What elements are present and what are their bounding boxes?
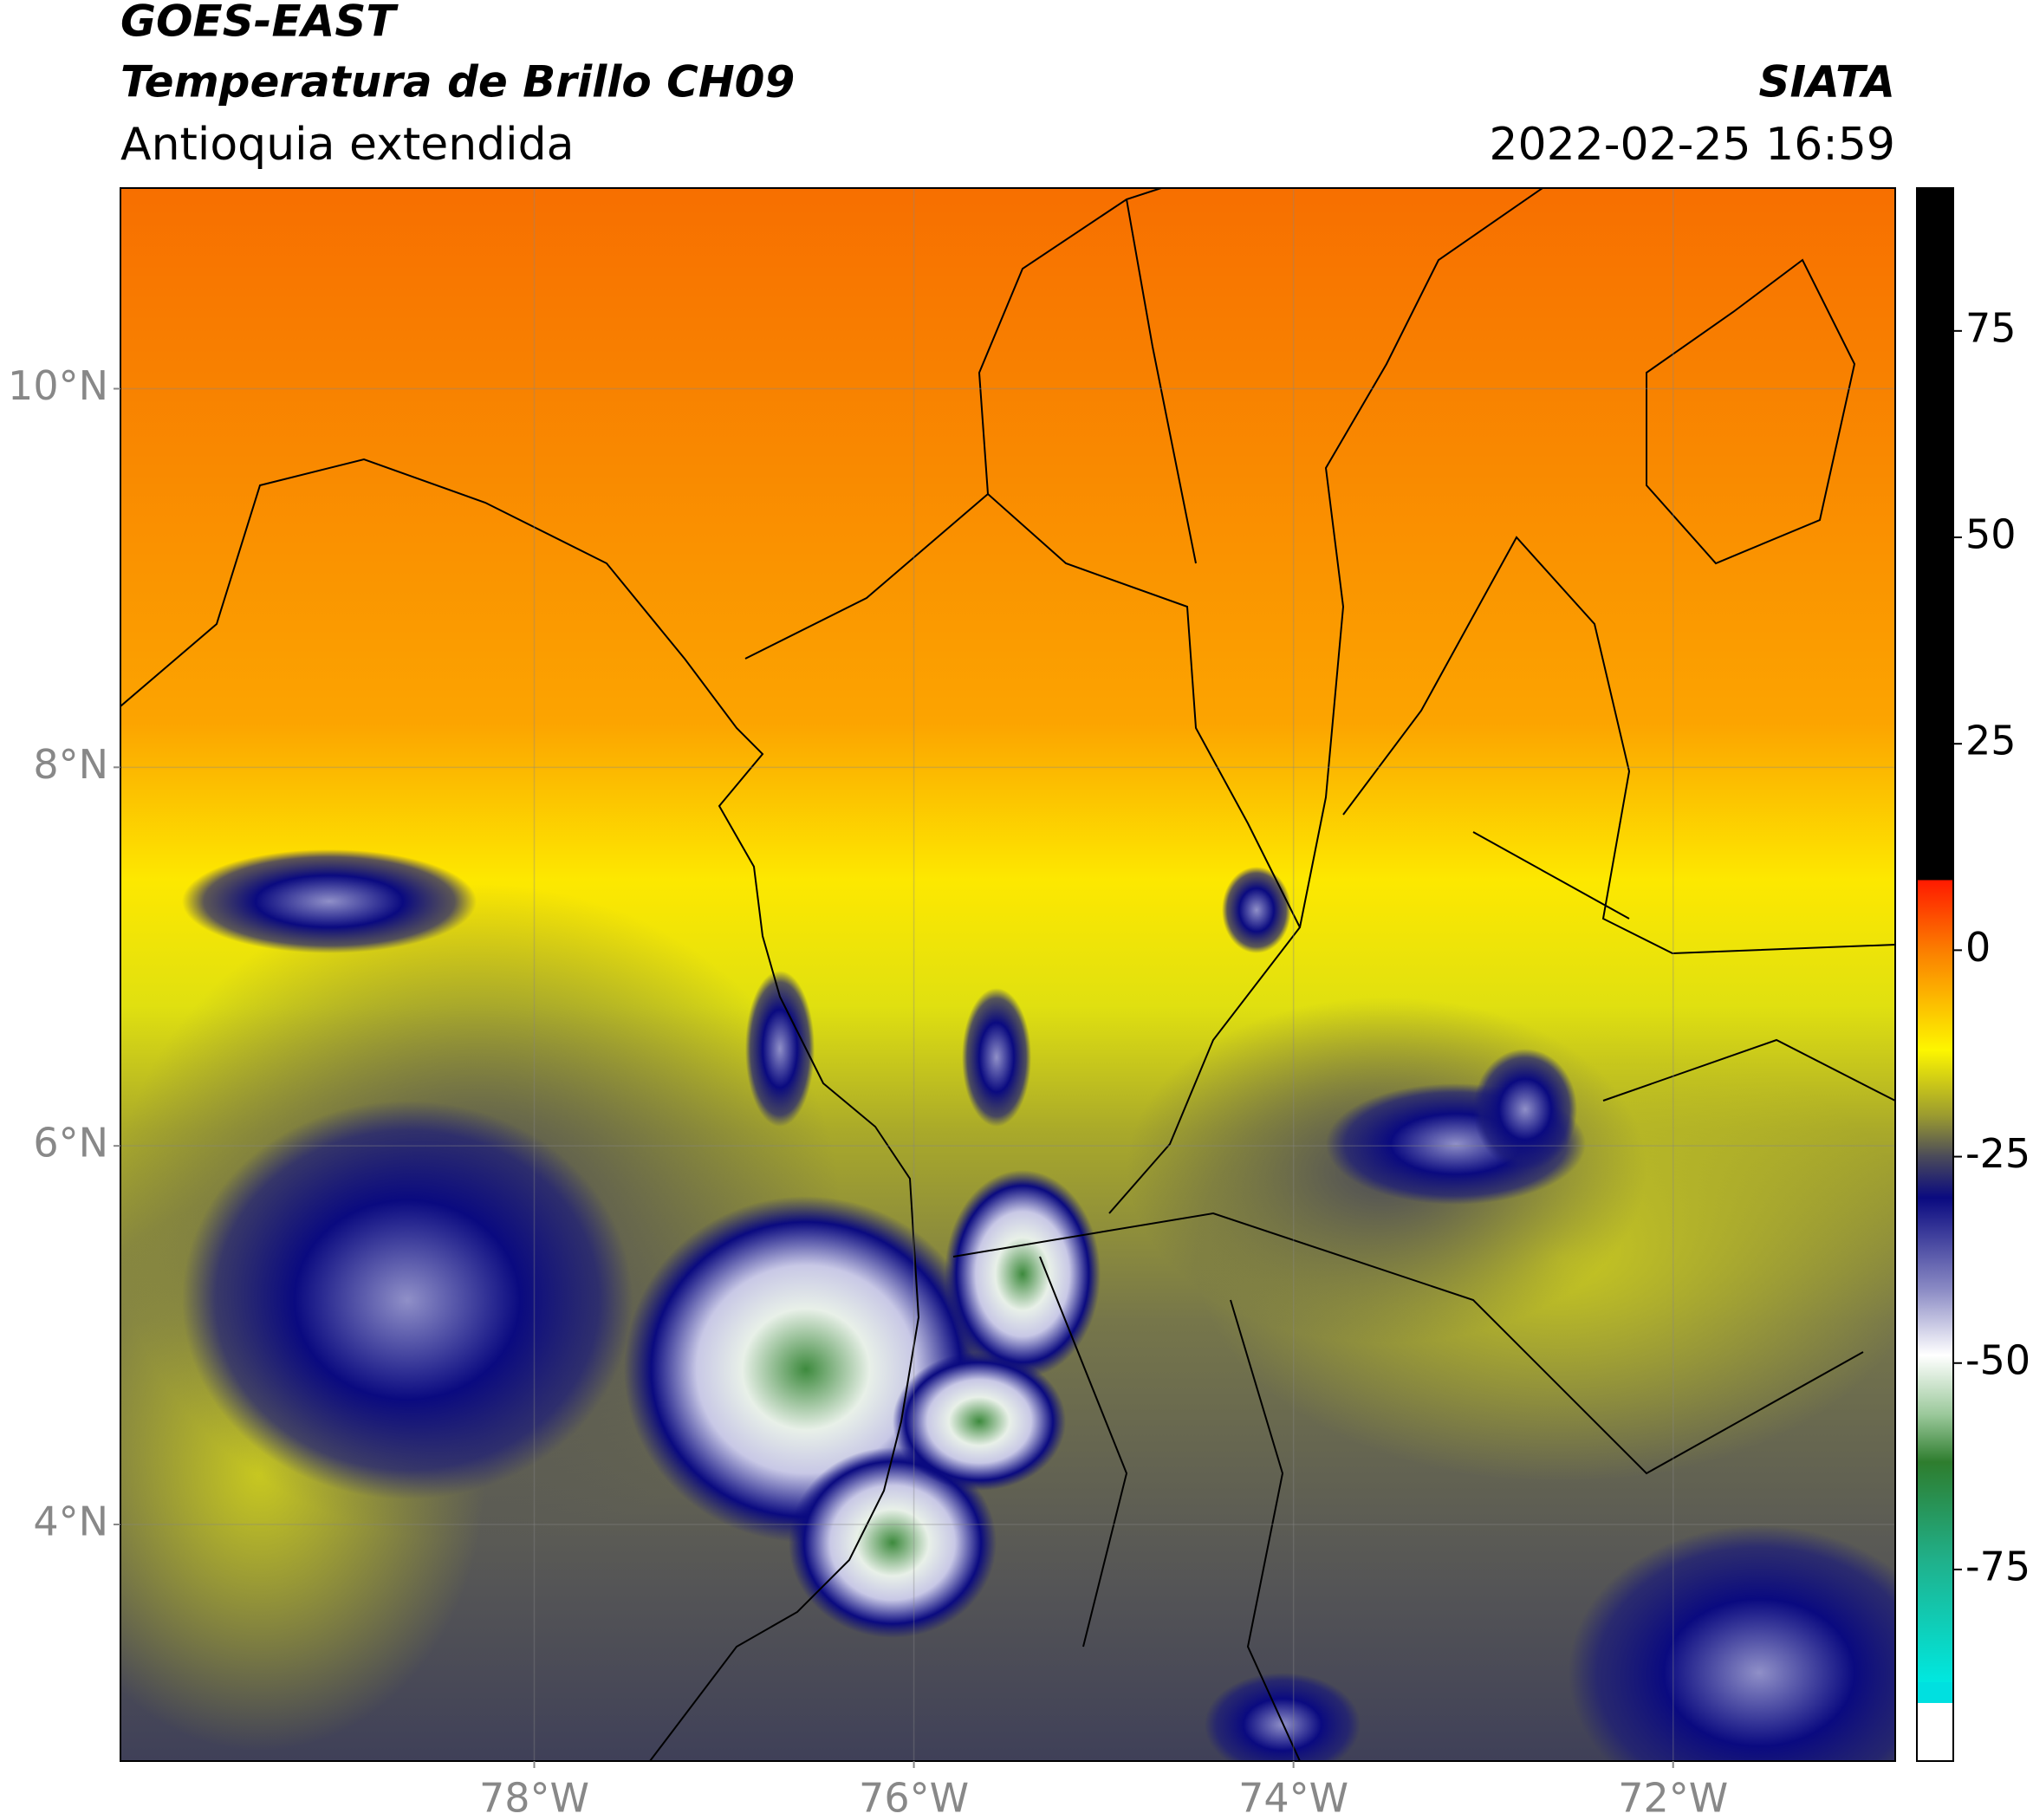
y-tick-label: 6°N [33,1120,108,1167]
grid [120,188,1895,1761]
y-tick-label: 4°N [33,1498,108,1544]
x-tick-label: 76°W [859,1775,969,1820]
map-image [120,188,1895,1761]
colorbar-tick-label: -25 [1965,1130,2030,1177]
source: SIATA [1759,57,1895,107]
title: GOES-EAST [120,0,399,47]
colorbar-tick-label: -50 [1965,1336,2030,1383]
region: Antioquia extendida [120,119,575,171]
map-frame [120,187,1896,1762]
colorbar-tick-label: 0 [1965,924,1991,971]
colorbar-tick-label: -75 [1965,1543,2030,1589]
colorbar-tick-label: 50 [1965,511,2017,558]
y-tick-label: 10°N [8,362,108,409]
colorbar-tick-label: 25 [1965,718,2017,764]
subtitle: Temperatura de Brillo CH09 [120,57,795,107]
colorbar-tick-label: 75 [1965,304,2017,351]
x-tick-label: 74°W [1238,1775,1348,1820]
x-tick-label: 72°W [1618,1775,1728,1820]
x-tick-label: 78°W [479,1775,589,1820]
datetime: 2022-02-25 16:59 [1489,119,1895,171]
colorbar [1916,187,1954,1762]
y-tick-label: 8°N [33,741,108,788]
